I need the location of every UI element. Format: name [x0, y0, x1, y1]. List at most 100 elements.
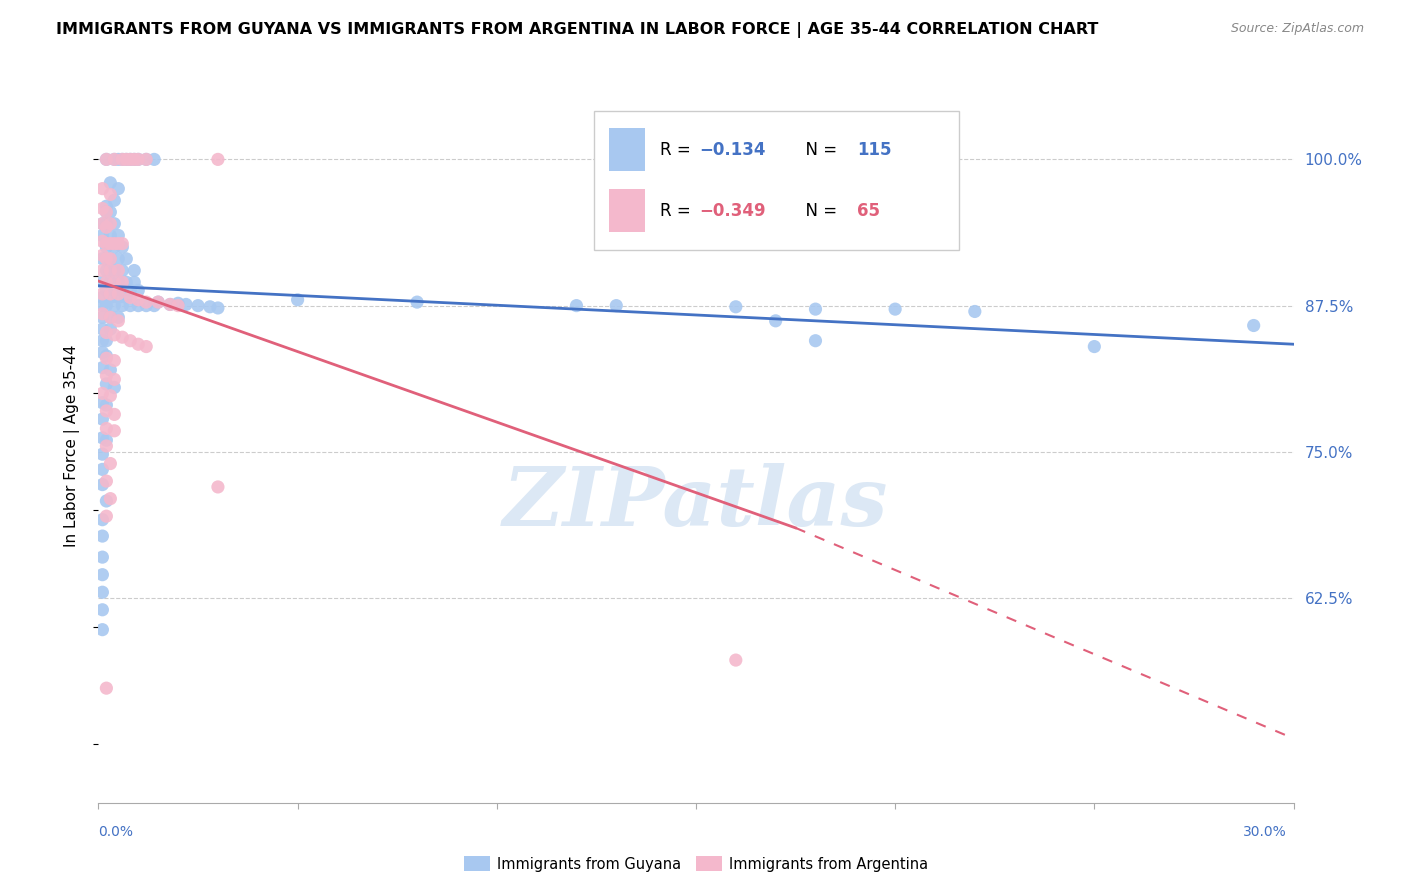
Point — [103, 194, 125, 208]
Point — [120, 299, 142, 313]
Point — [96, 275, 118, 289]
Point — [167, 296, 190, 310]
Point — [100, 236, 122, 251]
Point — [91, 585, 114, 599]
Point — [1083, 340, 1105, 354]
Point — [100, 310, 122, 325]
Point — [100, 205, 122, 219]
Text: IMMIGRANTS FROM GUYANA VS IMMIGRANTS FROM ARGENTINA IN LABOR FORCE | AGE 35-44 C: IMMIGRANTS FROM GUYANA VS IMMIGRANTS FRO… — [56, 22, 1098, 38]
Point — [91, 386, 114, 401]
Point — [91, 603, 114, 617]
Point — [100, 252, 122, 266]
Point — [91, 395, 114, 409]
Point — [91, 447, 114, 461]
Point — [96, 334, 118, 348]
Point — [111, 236, 134, 251]
Point — [100, 363, 122, 377]
Point — [207, 480, 229, 494]
Point — [96, 433, 118, 447]
Point — [96, 153, 118, 167]
Bar — [609, 128, 644, 171]
Point — [91, 412, 114, 426]
Point — [107, 263, 129, 277]
Point — [148, 295, 170, 310]
Point — [91, 322, 114, 336]
Point — [91, 550, 114, 565]
Text: N =: N = — [796, 141, 842, 159]
Point — [115, 290, 138, 304]
Point — [91, 360, 114, 375]
Point — [103, 380, 125, 394]
Point — [91, 275, 114, 289]
Text: 0.0%: 0.0% — [98, 825, 134, 839]
Point — [91, 310, 114, 325]
Point — [103, 299, 125, 313]
Point — [91, 248, 114, 262]
Point — [91, 217, 114, 231]
Point — [100, 310, 122, 325]
Point — [111, 153, 134, 167]
Point — [96, 421, 118, 435]
Point — [120, 153, 142, 167]
Point — [107, 310, 129, 325]
Point — [91, 217, 114, 231]
Point — [100, 389, 122, 403]
Point — [120, 284, 142, 298]
Point — [96, 349, 118, 363]
Point — [103, 263, 125, 277]
Point — [107, 153, 129, 167]
Text: 30.0%: 30.0% — [1243, 825, 1286, 839]
Point — [107, 314, 129, 328]
Text: R =: R = — [661, 202, 696, 219]
Point — [96, 494, 118, 508]
Point — [91, 307, 114, 321]
Point — [107, 290, 129, 304]
Point — [96, 299, 118, 313]
Text: 115: 115 — [858, 141, 891, 159]
Point — [107, 275, 129, 289]
Point — [135, 295, 157, 310]
Point — [96, 199, 118, 213]
Point — [115, 252, 138, 266]
Point — [103, 275, 125, 289]
Point — [127, 337, 149, 351]
Point — [174, 297, 197, 311]
Point — [96, 220, 118, 235]
Point — [111, 263, 134, 277]
Point — [167, 299, 190, 313]
Point — [100, 228, 122, 243]
Point — [91, 529, 114, 543]
Point — [103, 240, 125, 254]
Point — [159, 297, 181, 311]
Point — [96, 236, 118, 251]
Point — [96, 252, 118, 266]
Point — [103, 408, 125, 422]
Point — [91, 202, 114, 216]
Point — [127, 153, 149, 167]
Point — [100, 457, 122, 471]
Point — [135, 153, 157, 167]
Point — [884, 302, 907, 317]
Point — [96, 368, 118, 383]
Point — [96, 376, 118, 391]
Point — [111, 153, 134, 167]
Point — [96, 439, 118, 453]
Point — [100, 187, 122, 202]
Point — [91, 462, 114, 476]
Point — [91, 228, 114, 243]
Point — [135, 153, 157, 167]
Text: R =: R = — [661, 141, 696, 159]
Point — [107, 287, 129, 301]
Point — [765, 314, 787, 328]
Point — [111, 330, 134, 344]
Point — [135, 299, 157, 313]
Y-axis label: In Labor Force | Age 35-44: In Labor Force | Age 35-44 — [63, 345, 80, 547]
Point — [91, 181, 114, 195]
Point — [100, 322, 122, 336]
Point — [91, 334, 114, 348]
Point — [127, 153, 149, 167]
Point — [100, 252, 122, 266]
Point — [103, 236, 125, 251]
Point — [91, 299, 114, 313]
Point — [100, 217, 122, 231]
